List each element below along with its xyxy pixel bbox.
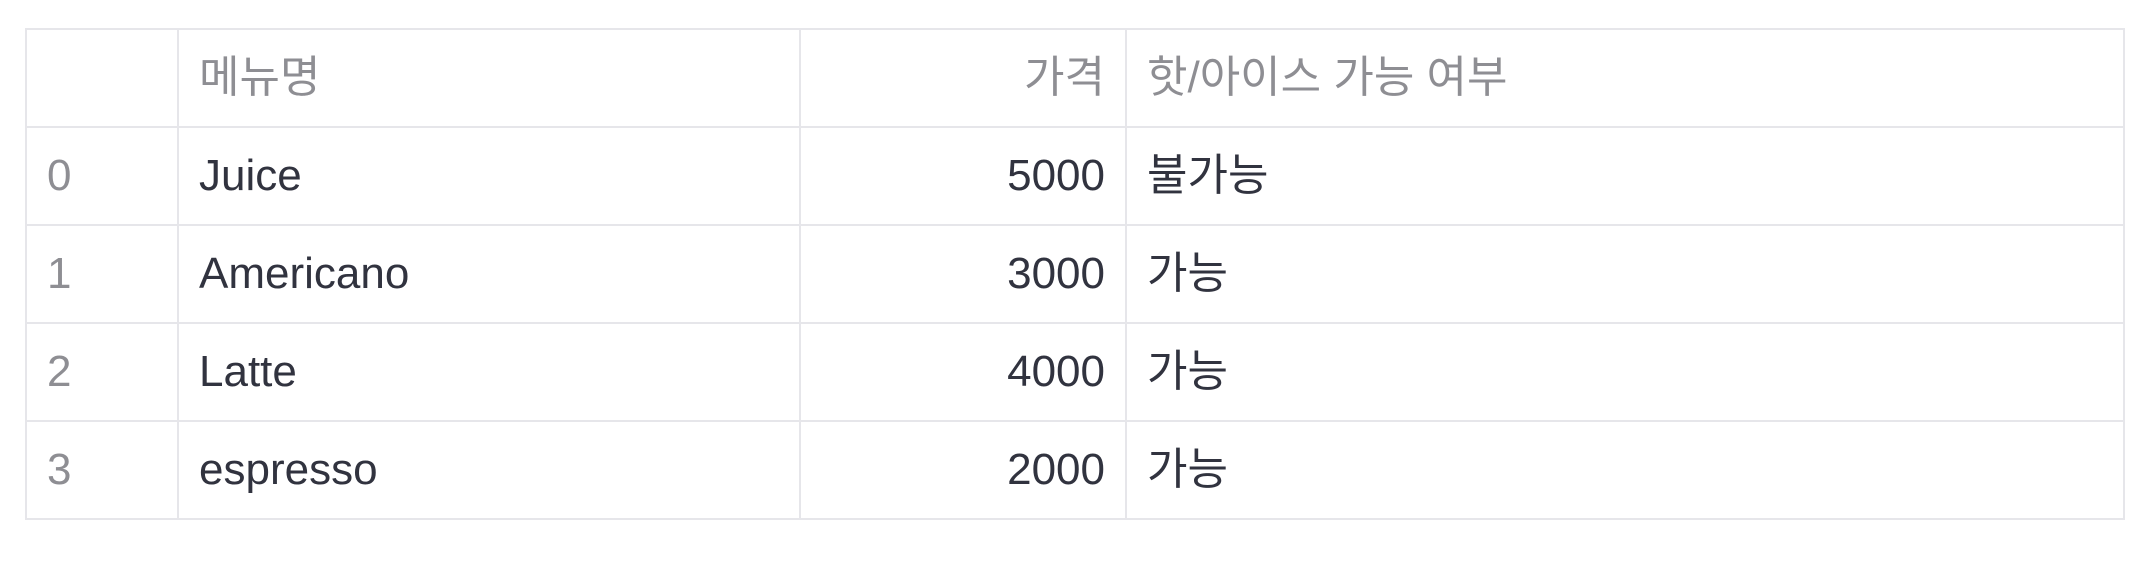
column-header-hot-ice[interactable]: 핫/아이스 가능 여부 [1125,28,2125,128]
hot-ice-cell[interactable]: 가능 [1125,322,2125,422]
row-index-cell[interactable]: 1 [25,224,179,324]
column-header-price[interactable]: 가격 [799,28,1127,128]
table-row: 0 Juice 5000 불가능 [25,126,2125,226]
row-index-cell[interactable]: 2 [25,322,179,422]
table-row: 1 Americano 3000 가능 [25,224,2125,324]
price-cell[interactable]: 5000 [799,126,1127,226]
table-header: 메뉴명 가격 핫/아이스 가능 여부 [25,28,2125,128]
hot-ice-cell[interactable]: 가능 [1125,420,2125,520]
row-index-cell[interactable]: 0 [25,126,179,226]
dataframe-table: 메뉴명 가격 핫/아이스 가능 여부 0 Juice 5000 불가능 1 Am… [25,28,2125,520]
table-row: 2 Latte 4000 가능 [25,322,2125,422]
table-row: 3 espresso 2000 가능 [25,420,2125,520]
price-cell[interactable]: 3000 [799,224,1127,324]
table-body: 0 Juice 5000 불가능 1 Americano 3000 가능 2 L… [25,126,2125,520]
index-column-header[interactable] [25,28,179,128]
column-header-menu-name[interactable]: 메뉴명 [177,28,801,128]
menu-name-cell[interactable]: Latte [177,322,801,422]
menu-name-cell[interactable]: Americano [177,224,801,324]
header-row: 메뉴명 가격 핫/아이스 가능 여부 [25,28,2125,128]
row-index-cell[interactable]: 3 [25,420,179,520]
hot-ice-cell[interactable]: 불가능 [1125,126,2125,226]
dataframe-table-container: 메뉴명 가격 핫/아이스 가능 여부 0 Juice 5000 불가능 1 Am… [25,28,2125,520]
menu-name-cell[interactable]: Juice [177,126,801,226]
menu-name-cell[interactable]: espresso [177,420,801,520]
hot-ice-cell[interactable]: 가능 [1125,224,2125,324]
price-cell[interactable]: 2000 [799,420,1127,520]
price-cell[interactable]: 4000 [799,322,1127,422]
